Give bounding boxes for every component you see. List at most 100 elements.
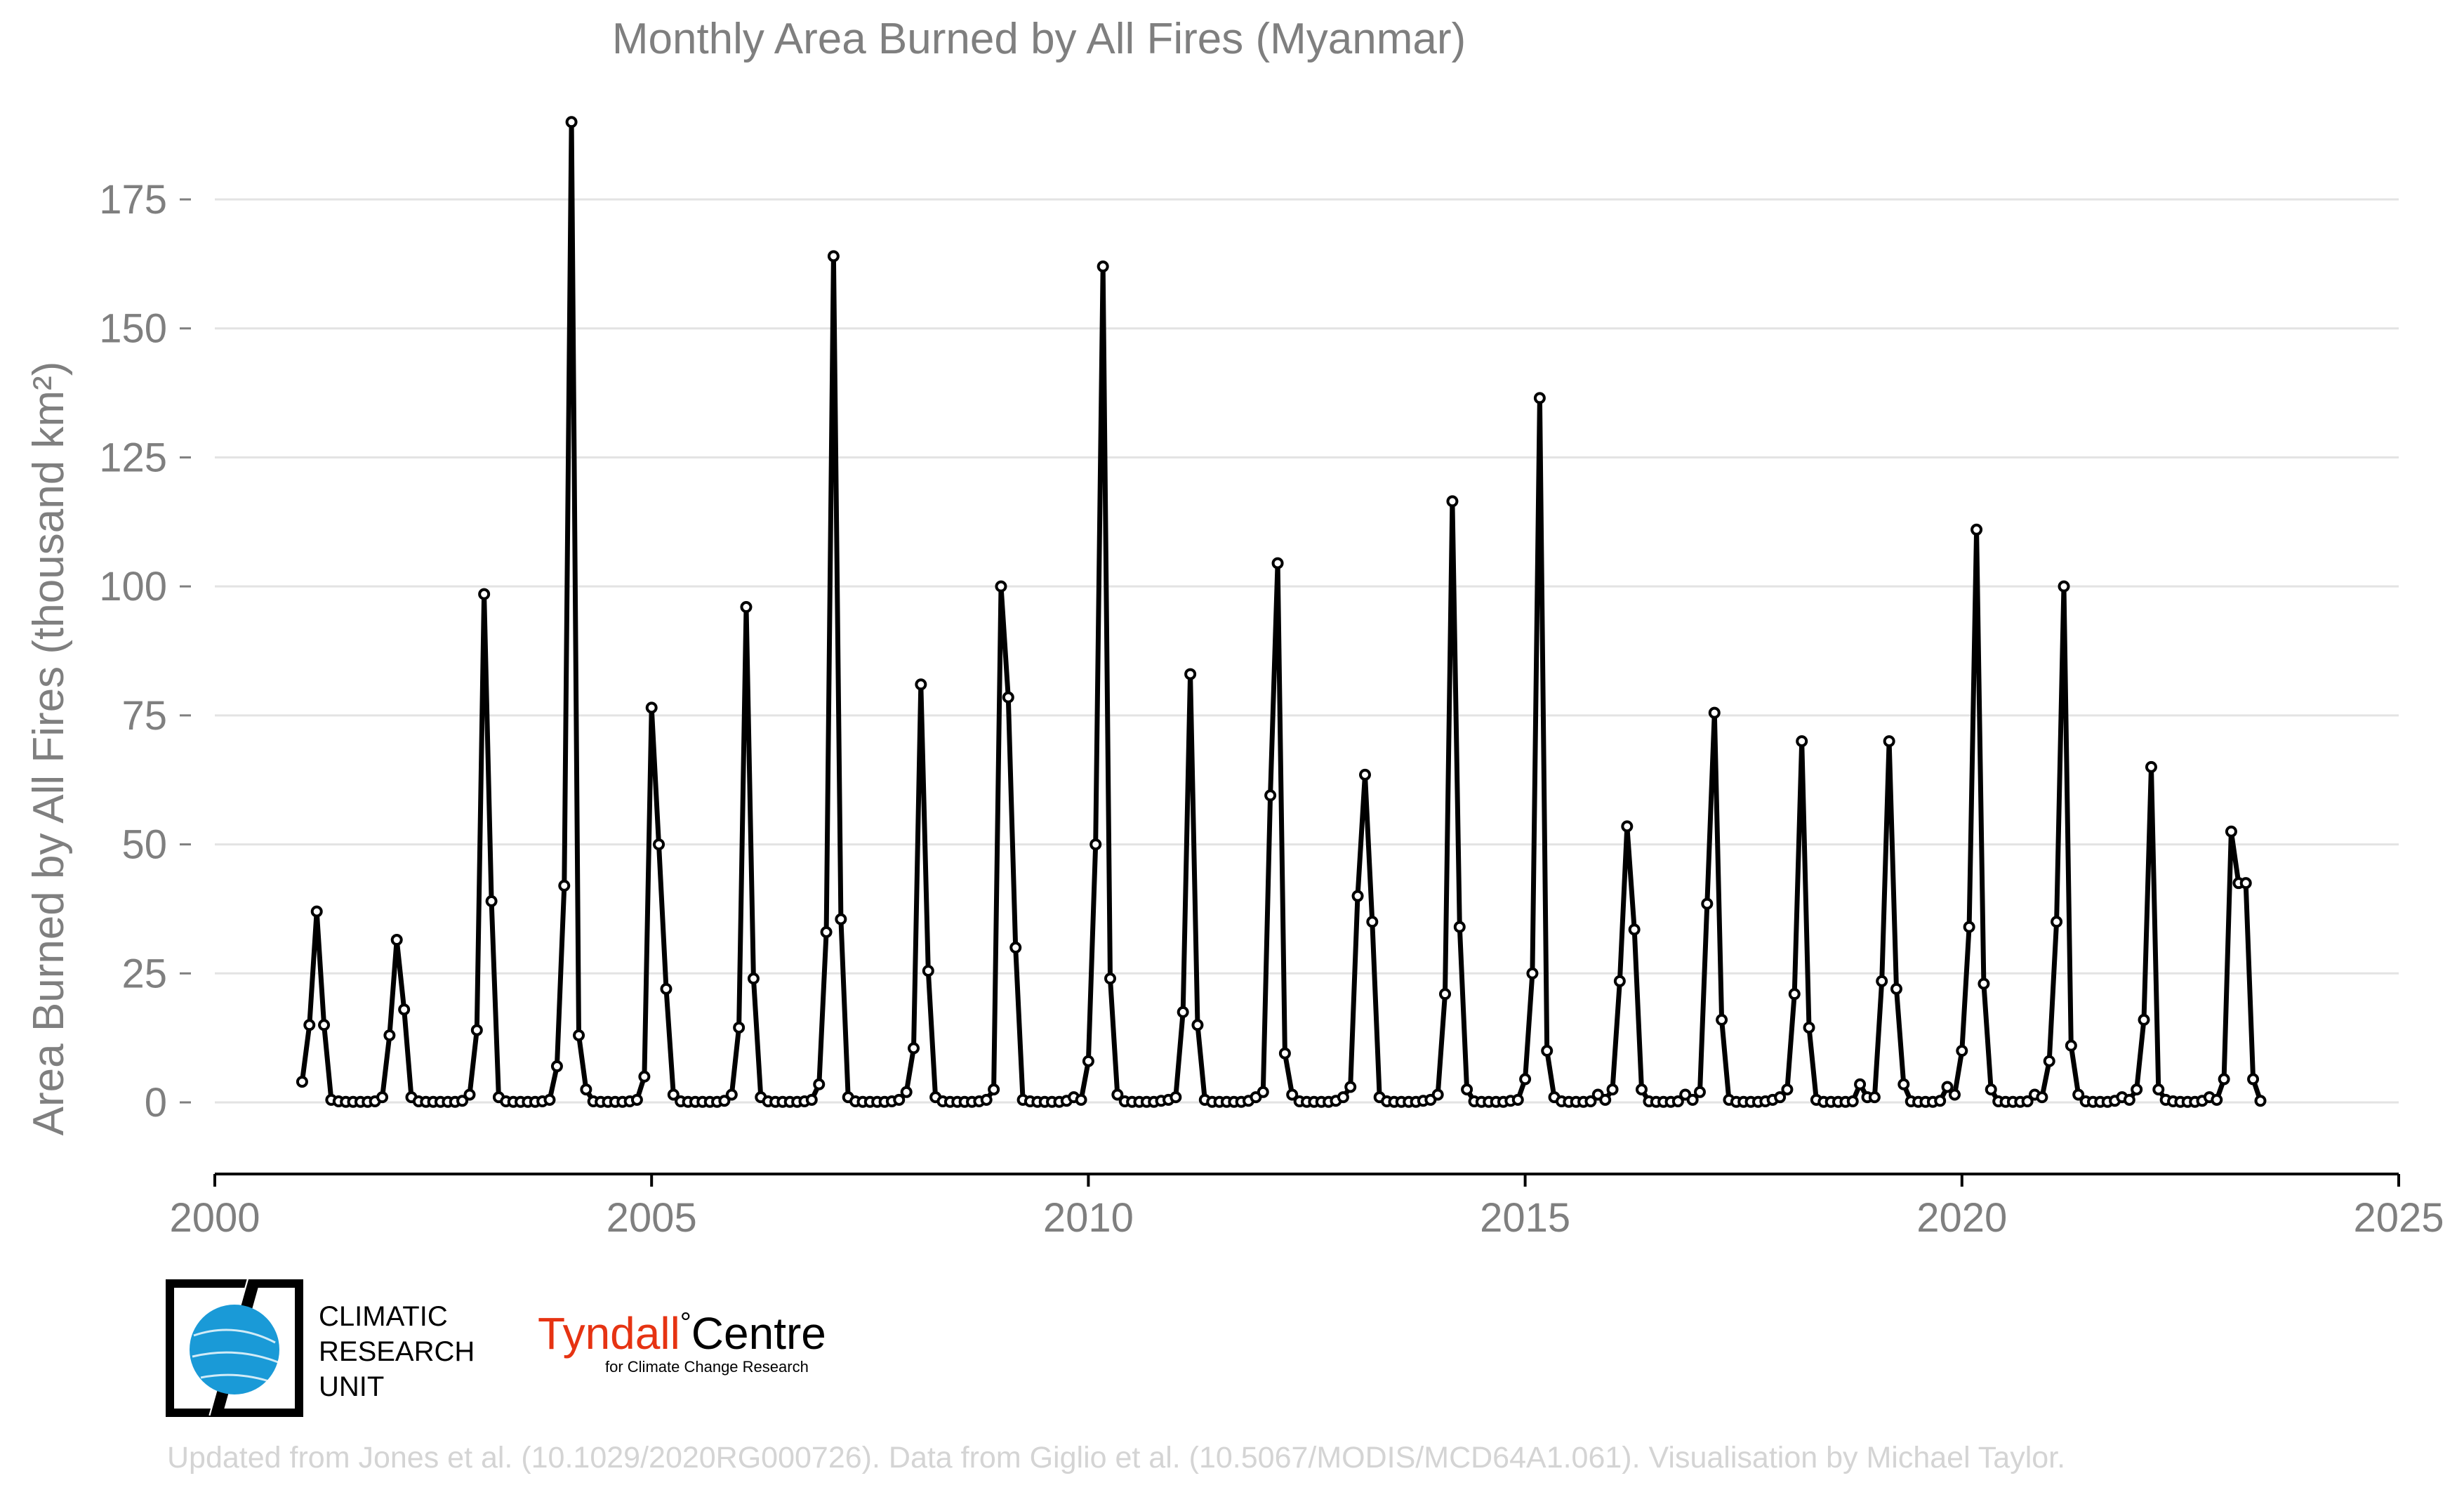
data-point bbox=[2211, 1093, 2223, 1106]
data-point bbox=[2036, 1091, 2048, 1104]
data-point bbox=[2051, 916, 2063, 928]
data-point bbox=[1453, 921, 1466, 933]
data-point bbox=[580, 1083, 592, 1096]
data-point bbox=[1803, 1021, 1815, 1034]
data-point bbox=[1431, 1088, 1444, 1101]
data-point bbox=[2152, 1083, 2165, 1096]
data-point bbox=[1337, 1091, 1349, 1104]
chart-title: Monthly Area Burned by All Fires (Myanma… bbox=[612, 15, 1466, 63]
data-point bbox=[915, 678, 927, 691]
data-point bbox=[718, 1095, 731, 1107]
centre-word: Centre bbox=[691, 1308, 826, 1359]
data-point bbox=[376, 1091, 389, 1104]
data-point bbox=[2239, 877, 2252, 890]
data-point bbox=[1963, 921, 1975, 933]
data-point bbox=[1541, 1045, 1554, 1057]
y-tick-label-25: 25 bbox=[121, 951, 167, 996]
data-point bbox=[390, 934, 403, 947]
data-point bbox=[1671, 1095, 1684, 1108]
x-tick-label-2015: 2015 bbox=[1480, 1195, 1570, 1241]
data-point bbox=[1271, 557, 1284, 569]
data-point bbox=[2123, 1093, 2135, 1106]
y-axis-label: Area Burned by All Fires (thousand km²) bbox=[25, 362, 73, 1136]
data-point bbox=[1438, 988, 1451, 1001]
data-point bbox=[1890, 982, 1902, 995]
y-tick-label-150: 150 bbox=[99, 306, 167, 352]
data-point bbox=[1359, 768, 1372, 781]
data-point bbox=[1533, 392, 1546, 404]
data-point bbox=[1985, 1083, 1997, 1096]
data-point bbox=[988, 1083, 1000, 1096]
data-point bbox=[1868, 1091, 1881, 1104]
data-point bbox=[1774, 1091, 1787, 1104]
data-point bbox=[805, 1093, 818, 1106]
data-point bbox=[1097, 261, 1109, 273]
data-point bbox=[2247, 1073, 2260, 1086]
data-point bbox=[1701, 897, 1714, 910]
x-tick-label-2010: 2010 bbox=[1043, 1195, 1134, 1241]
data-point bbox=[383, 1029, 396, 1041]
data-point bbox=[1461, 1083, 1473, 1096]
data-point bbox=[543, 1093, 556, 1106]
data-point bbox=[747, 972, 760, 985]
data-point bbox=[398, 1003, 411, 1016]
data-point bbox=[1708, 706, 1721, 719]
tyndall-logo: Tyndall°Centre for Climate Change Resear… bbox=[538, 1307, 826, 1376]
data-point bbox=[463, 1088, 476, 1101]
data-point bbox=[1191, 1019, 1204, 1031]
data-point bbox=[1446, 495, 1459, 508]
y-tick-label-75: 75 bbox=[121, 693, 167, 739]
x-tick-label-2020: 2020 bbox=[1916, 1195, 2007, 1241]
y-axis: 0 25 50 75 100 125 150 175 bbox=[99, 177, 191, 1126]
data-point bbox=[2021, 1095, 2034, 1108]
data-point bbox=[1621, 820, 1634, 833]
data-point bbox=[1613, 975, 1626, 987]
data-point bbox=[1686, 1093, 1699, 1106]
data-point bbox=[733, 1021, 746, 1034]
cru-globe-icon bbox=[166, 1279, 303, 1417]
source-footer: Updated from Jones et al. (10.1029/2020R… bbox=[167, 1441, 2066, 1475]
data-point bbox=[1883, 735, 1895, 748]
data-point bbox=[1511, 1093, 1524, 1106]
data-point bbox=[995, 580, 1007, 593]
data-point bbox=[1170, 1091, 1182, 1104]
data-point bbox=[1854, 1078, 1867, 1090]
x-tick-label-2025: 2025 bbox=[2353, 1195, 2444, 1241]
data-point bbox=[813, 1078, 826, 1090]
data-point bbox=[550, 1060, 563, 1073]
x-tick-label-2005: 2005 bbox=[607, 1195, 697, 1241]
data-point bbox=[1948, 1088, 1961, 1101]
data-point bbox=[318, 1019, 331, 1031]
cru-line-1: CLIMATIC bbox=[319, 1301, 448, 1332]
series-area-burned bbox=[296, 116, 2267, 1108]
tyndall-subtitle: for Climate Change Research bbox=[605, 1358, 809, 1376]
data-point bbox=[893, 1093, 906, 1106]
data-point bbox=[740, 601, 753, 614]
data-point bbox=[2072, 1088, 2085, 1101]
data-point bbox=[1278, 1047, 1291, 1060]
data-point bbox=[1635, 1083, 1648, 1096]
data-point bbox=[1846, 1095, 1859, 1108]
data-point bbox=[1009, 942, 1022, 954]
data-point bbox=[653, 838, 665, 851]
data-point bbox=[310, 905, 323, 918]
data-point bbox=[1257, 1086, 1269, 1098]
data-point bbox=[565, 116, 578, 128]
y-tick-label-0: 0 bbox=[145, 1080, 167, 1126]
data-point bbox=[1089, 838, 1102, 851]
data-point bbox=[820, 925, 833, 938]
data-point bbox=[2254, 1095, 2267, 1107]
data-point bbox=[2058, 580, 2070, 593]
data-point bbox=[2043, 1055, 2055, 1067]
y-tick-label-100: 100 bbox=[99, 564, 167, 609]
data-point bbox=[2065, 1039, 2077, 1052]
data-point bbox=[835, 913, 847, 925]
data-point bbox=[1366, 916, 1379, 928]
tyndall-logo-wordmark: Tyndall°Centre bbox=[538, 1307, 826, 1359]
data-point bbox=[1970, 523, 1983, 536]
cru-line-3: UNIT bbox=[319, 1371, 385, 1402]
data-point bbox=[1111, 1088, 1124, 1101]
data-point bbox=[645, 701, 658, 714]
data-point bbox=[922, 965, 934, 977]
data-point bbox=[456, 1095, 469, 1107]
